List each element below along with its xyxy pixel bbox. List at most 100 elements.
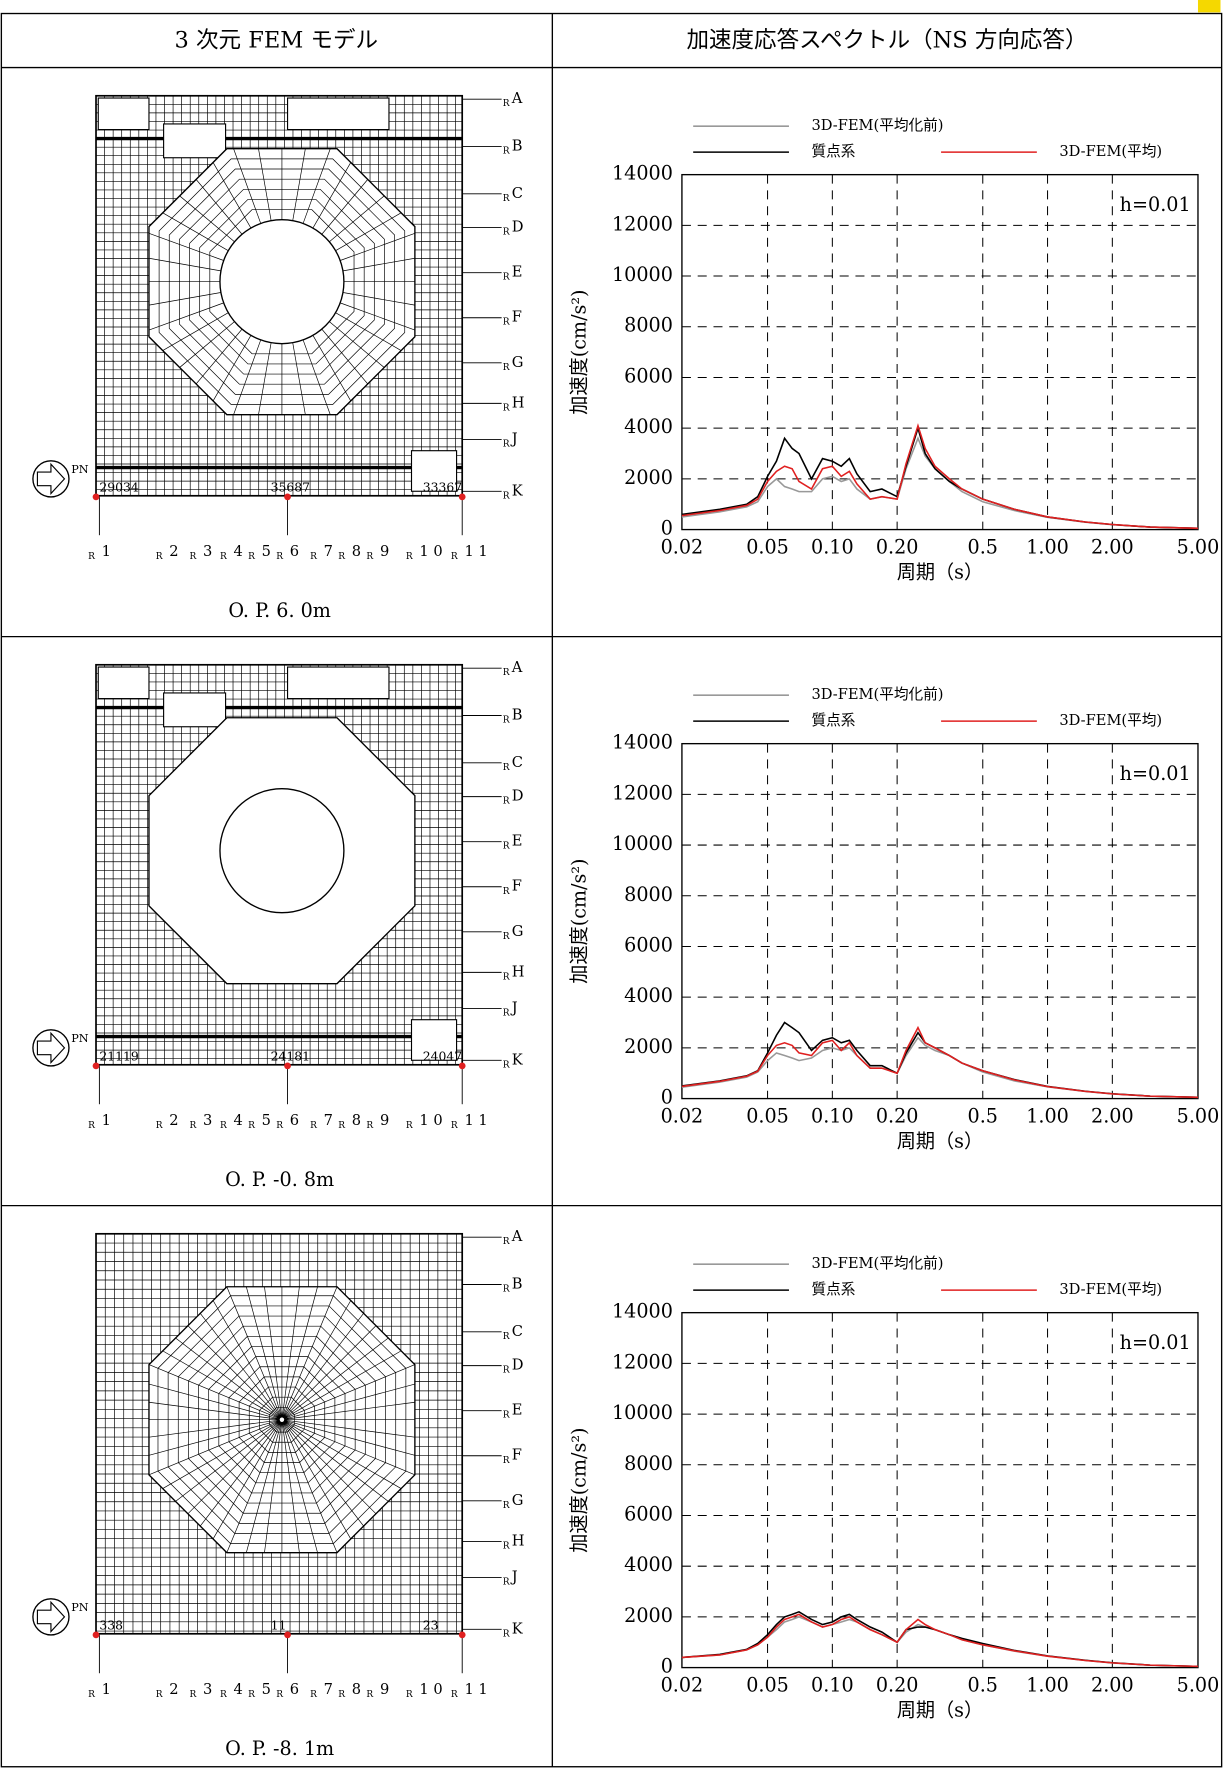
- axis-prefix: R: [88, 552, 95, 562]
- axis-prefix: R: [310, 1690, 317, 1700]
- fem-model: [95, 1232, 464, 1635]
- axis-prefix: R: [310, 552, 317, 562]
- col-axis-label: 7: [324, 1681, 333, 1698]
- col-axis-label: 8: [352, 1112, 361, 1129]
- y-tick-label: 4000: [624, 1553, 673, 1576]
- x-tick-label: 0.02: [661, 536, 704, 559]
- col-axis-label: 3: [203, 543, 212, 560]
- axis-prefix: R: [88, 1121, 95, 1131]
- col-axis-label: 4: [233, 1112, 242, 1129]
- legend-label: 3D-FEM(平均化前): [811, 117, 943, 134]
- row-axis-label: H: [512, 963, 525, 980]
- col-axis-label: 1 0: [419, 1681, 442, 1698]
- col-axis-label: 9: [380, 1681, 389, 1698]
- axis-prefix: R: [366, 552, 373, 562]
- y-tick-label: 2000: [624, 466, 673, 489]
- x-tick-label: 2.00: [1091, 536, 1134, 559]
- y-tick-label: 0: [661, 1655, 673, 1678]
- y-tick-label: 0: [661, 1086, 673, 1109]
- col-axis-label: 6: [290, 543, 299, 560]
- col-axis-label: 7: [324, 1112, 333, 1129]
- y-tick-label: 6000: [624, 933, 673, 956]
- axis-prefix: R: [503, 1456, 510, 1466]
- x-tick-label: 5.00: [1177, 536, 1220, 559]
- node-dot: [284, 1631, 291, 1639]
- opening: [286, 666, 390, 700]
- row-axis-label: H: [512, 1532, 525, 1549]
- axis-prefix: R: [503, 363, 510, 373]
- node-label: 11: [271, 1617, 287, 1632]
- x-tick-label: 0.5: [968, 1105, 998, 1128]
- col-axis-label: 9: [380, 543, 389, 560]
- node-label: 24047: [423, 1048, 462, 1063]
- axis-prefix: R: [406, 552, 413, 562]
- opening: [163, 692, 227, 728]
- row-axis-label: A: [511, 90, 523, 107]
- x-tick-label: 0.20: [876, 1105, 919, 1128]
- ring-mesh: [189, 188, 375, 375]
- y-tick-label: 6000: [624, 1502, 673, 1525]
- level-label: O. P. -0. 8m: [225, 1168, 334, 1191]
- x-tick-label: 0.10: [811, 536, 854, 559]
- axis-prefix: R: [276, 552, 283, 562]
- ring-mesh: [157, 1295, 407, 1544]
- node-label: 21119: [99, 1048, 138, 1063]
- col-axis-label: 1: [102, 543, 111, 560]
- x-axis-label: 周期（s）: [897, 1130, 983, 1153]
- axis-prefix: R: [503, 1285, 510, 1295]
- axis-prefix: R: [503, 146, 510, 156]
- axis-prefix: R: [503, 1577, 510, 1587]
- x-axis-label: 周期（s）: [897, 561, 983, 584]
- row-axis-label: C: [512, 1323, 523, 1340]
- y-axis-label: 加速度(cm/s²): [568, 1428, 591, 1553]
- row-axis-label: E: [512, 264, 523, 281]
- series-line: [681, 1025, 1198, 1099]
- pn-arrow: [36, 462, 66, 495]
- y-tick-label: 14000: [612, 162, 673, 185]
- col-axis-label: 3: [203, 1112, 212, 1129]
- axis-prefix: R: [220, 1690, 227, 1700]
- y-tick-label: 4000: [624, 984, 673, 1007]
- axis-prefix: R: [190, 552, 197, 562]
- x-tick-label: 0.20: [876, 536, 919, 559]
- ring-mesh: [158, 158, 406, 405]
- row-axis-label: D: [512, 788, 524, 805]
- x-tick-label: 0.05: [746, 536, 789, 559]
- y-tick-label: 2000: [624, 1035, 673, 1058]
- y-tick-label: 0: [661, 517, 673, 540]
- axis-prefix: R: [503, 842, 510, 852]
- row-axis-label: J: [510, 999, 518, 1016]
- radial-mesh: [148, 148, 415, 415]
- series-line: [681, 1613, 1198, 1668]
- axis-prefix: R: [276, 1690, 283, 1700]
- row: R AR BR CR DR ER FR GR HR JR KR 1 R 2 R 3 R 4 R 5 R 6 R 7 R 8 R 9 R 1…: [32, 1228, 1219, 1760]
- axis-prefix: R: [338, 552, 345, 562]
- radial-mesh: [148, 1286, 416, 1553]
- row-axis-label: D: [512, 1357, 524, 1374]
- pn-label: PN: [71, 463, 89, 476]
- row-axis-label: K: [512, 482, 524, 499]
- y-tick-label: 10000: [612, 1401, 673, 1424]
- y-tick-label: 12000: [612, 212, 673, 235]
- col-axis-label: 7: [324, 543, 333, 560]
- ring-mesh: [218, 1356, 346, 1484]
- row: R AR BR CR DR ER FR GR HR JR KR 1 R 2 R 3 R 4 R 5 R 6 R 7 R 8 R 9 R 1…: [32, 659, 1219, 1191]
- x-tick-label: 0.10: [811, 1674, 854, 1697]
- axis-prefix: R: [451, 1690, 458, 1700]
- row-axis-label: C: [512, 185, 523, 202]
- axis-prefix: R: [338, 1121, 345, 1131]
- axis-prefix: R: [503, 932, 510, 942]
- axis-prefix: R: [190, 1121, 197, 1131]
- col-axis-label: 8: [352, 543, 361, 560]
- col-axis-label: 8: [352, 1681, 361, 1698]
- axis-prefix: R: [406, 1690, 413, 1700]
- col-axis-label: 4: [233, 1681, 242, 1698]
- level-label: O. P. 6. 0m: [228, 599, 331, 622]
- row-axis-label: G: [512, 923, 524, 940]
- axis-prefix: R: [190, 1690, 197, 1700]
- ring-mesh: [188, 1325, 376, 1514]
- legend-label: 3D-FEM(平均化前): [811, 1255, 943, 1272]
- series-line: [681, 1610, 1198, 1668]
- axis-prefix: R: [503, 715, 510, 725]
- core-circle: [219, 788, 345, 914]
